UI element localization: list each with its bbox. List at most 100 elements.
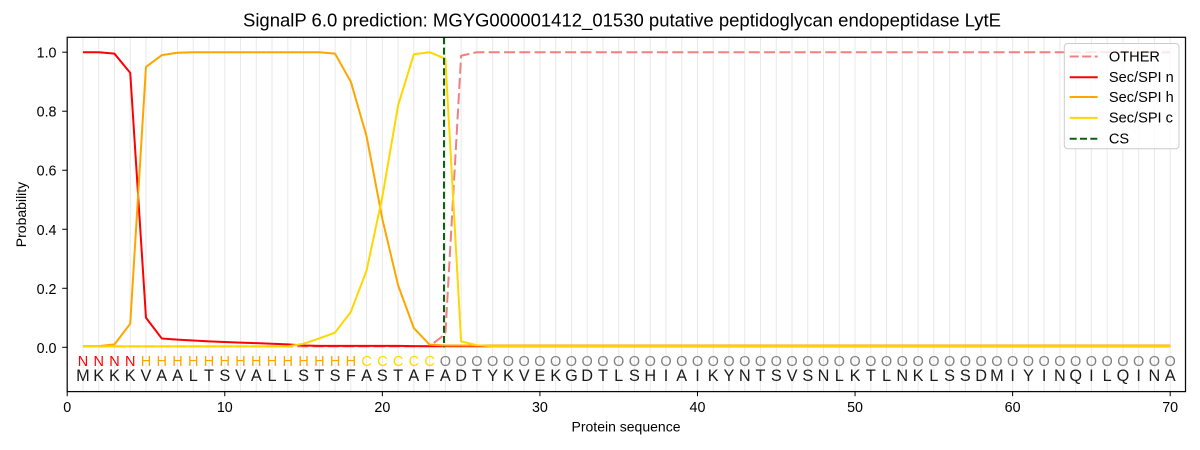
svg-text:K: K [913, 367, 924, 385]
svg-text:Sec/SPI h: Sec/SPI h [1109, 90, 1174, 106]
svg-text:C: C [393, 354, 403, 370]
svg-text:I: I [1136, 367, 1141, 385]
svg-text:N: N [93, 354, 103, 370]
svg-text:M: M [76, 367, 90, 385]
svg-text:O: O [739, 354, 750, 370]
svg-text:K: K [503, 367, 514, 385]
svg-text:O: O [881, 354, 892, 370]
svg-text:L: L [268, 367, 277, 385]
svg-text:N: N [78, 354, 88, 370]
svg-text:T: T [866, 367, 876, 385]
svg-text:0.8: 0.8 [37, 105, 57, 121]
svg-text:K: K [850, 367, 861, 385]
svg-text:O: O [975, 354, 986, 370]
svg-text:T: T [756, 367, 766, 385]
svg-text:L: L [929, 367, 938, 385]
svg-text:A: A [440, 367, 451, 385]
svg-text:O: O [991, 354, 1002, 370]
svg-text:O: O [786, 354, 797, 370]
svg-text:L: L [614, 367, 623, 385]
svg-text:K: K [125, 367, 136, 385]
svg-text:G: G [565, 367, 578, 385]
svg-text:N: N [1054, 367, 1066, 385]
svg-text:A: A [172, 367, 183, 385]
svg-text:D: D [975, 367, 987, 385]
svg-text:O: O [755, 354, 766, 370]
svg-text:Q: Q [1117, 367, 1130, 385]
svg-text:C: C [377, 354, 387, 370]
svg-text:O: O [1070, 354, 1081, 370]
svg-text:Protein sequence: Protein sequence [572, 419, 681, 435]
svg-text:70: 70 [1162, 400, 1178, 416]
svg-text:H: H [156, 354, 166, 370]
svg-text:CS: CS [1109, 132, 1130, 148]
svg-text:H: H [188, 354, 198, 370]
svg-text:50: 50 [847, 400, 863, 416]
svg-text:H: H [314, 354, 324, 370]
svg-text:O: O [1054, 354, 1065, 370]
svg-text:H: H [283, 354, 293, 370]
svg-text:I: I [1042, 367, 1047, 385]
svg-text:O: O [928, 354, 939, 370]
svg-text:L: L [882, 367, 891, 385]
svg-text:Sec/SPI n: Sec/SPI n [1109, 70, 1174, 86]
svg-text:O: O [582, 354, 593, 370]
svg-text:O: O [566, 354, 577, 370]
svg-text:T: T [393, 367, 403, 385]
svg-text:O: O [692, 354, 703, 370]
svg-text:O: O [613, 354, 624, 370]
svg-text:E: E [534, 367, 545, 385]
svg-text:O: O [960, 354, 971, 370]
svg-text:O: O [519, 354, 530, 370]
svg-text:S: S [960, 367, 971, 385]
svg-text:N: N [109, 354, 119, 370]
svg-text:O: O [676, 354, 687, 370]
svg-text:0.4: 0.4 [37, 223, 57, 239]
svg-text:K: K [109, 367, 120, 385]
svg-text:0: 0 [63, 400, 71, 416]
svg-text:V: V [141, 367, 152, 385]
svg-text:O: O [723, 354, 734, 370]
svg-text:V: V [787, 367, 798, 385]
svg-text:H: H [346, 354, 356, 370]
svg-text:O: O [1133, 354, 1144, 370]
svg-text:D: D [455, 367, 467, 385]
svg-text:O: O [771, 354, 782, 370]
svg-text:O: O [897, 354, 908, 370]
svg-text:O: O [1117, 354, 1128, 370]
svg-text:A: A [156, 367, 167, 385]
svg-text:H: H [141, 354, 151, 370]
svg-text:60: 60 [1005, 400, 1021, 416]
svg-text:I: I [695, 367, 700, 385]
svg-text:0.2: 0.2 [37, 282, 57, 298]
svg-text:F: F [346, 367, 356, 385]
svg-text:T: T [472, 367, 482, 385]
svg-text:O: O [912, 354, 923, 370]
svg-text:O: O [597, 354, 608, 370]
svg-text:O: O [645, 354, 656, 370]
svg-text:L: L [189, 367, 198, 385]
svg-text:SignalP 6.0 prediction: MGYG00: SignalP 6.0 prediction: MGYG000001412_01… [243, 10, 1001, 32]
svg-text:S: S [629, 367, 640, 385]
svg-text:T: T [204, 367, 214, 385]
svg-text:Y: Y [487, 367, 498, 385]
svg-text:V: V [235, 367, 246, 385]
svg-text:D: D [581, 367, 593, 385]
svg-text:Y: Y [1023, 367, 1034, 385]
svg-text:OTHER: OTHER [1109, 49, 1160, 65]
svg-text:O: O [487, 354, 498, 370]
svg-text:I: I [1010, 367, 1015, 385]
svg-text:A: A [251, 367, 262, 385]
svg-text:O: O [834, 354, 845, 370]
svg-text:H: H [204, 354, 214, 370]
svg-text:O: O [660, 354, 671, 370]
svg-text:Y: Y [724, 367, 735, 385]
svg-text:S: S [944, 367, 955, 385]
svg-text:C: C [409, 354, 419, 370]
svg-text:O: O [1007, 354, 1018, 370]
svg-text:A: A [1165, 367, 1176, 385]
svg-text:1.0: 1.0 [37, 46, 57, 62]
svg-text:L: L [1103, 367, 1112, 385]
svg-text:O: O [550, 354, 561, 370]
svg-text:N: N [125, 354, 135, 370]
